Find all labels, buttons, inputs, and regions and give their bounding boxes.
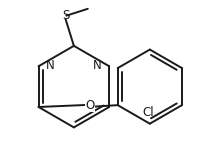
Text: S: S [62,9,69,22]
Text: O: O [85,99,95,112]
Text: Cl: Cl [142,106,154,119]
Text: N: N [93,59,102,72]
Text: N: N [46,59,55,72]
